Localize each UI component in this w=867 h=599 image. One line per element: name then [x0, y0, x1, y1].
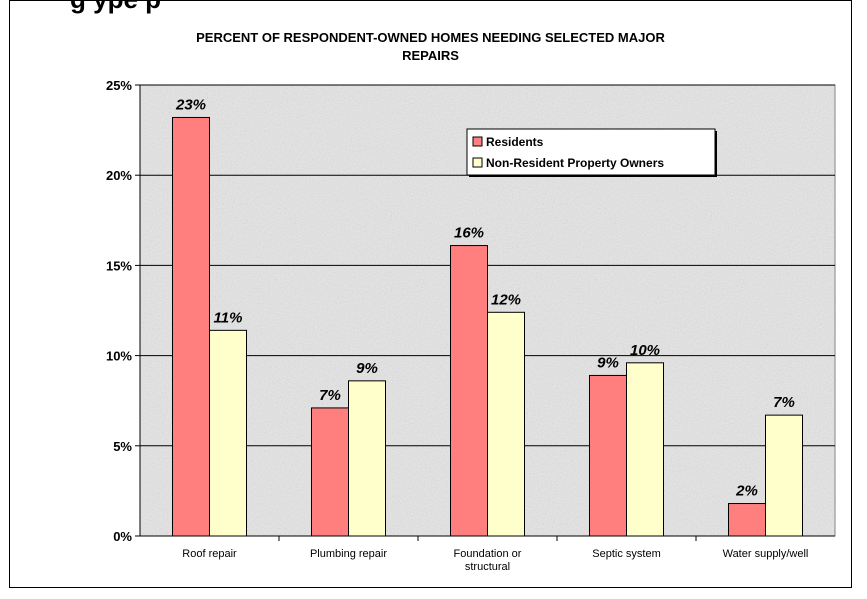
x-tick-label: Water supply/well [723, 548, 809, 560]
chart-frame: g ype p PERCENT OF RESPONDENT-OWNED HOME… [9, 0, 852, 588]
bar-non-residents [765, 414, 803, 537]
x-tick-label: Plumbing repair [310, 548, 387, 560]
bar-chart: 0% 5% 10% 15% 20% 25% 23% 11% Roof repair 7% 9% Plu… [106, 78, 836, 573]
bar-residents [728, 503, 766, 537]
page-heading-partial: g ype p [70, 1, 161, 15]
bar-residents [311, 407, 349, 537]
y-tick-label: 15% [106, 258, 132, 273]
chart-title-line-2: REPAIRS [402, 48, 459, 63]
y-tick-label: 10% [106, 349, 132, 364]
y-tick-label: 20% [106, 168, 132, 183]
data-label: 12% [491, 291, 521, 308]
data-label: 7% [773, 394, 795, 411]
x-tick-label: Septic system [592, 548, 660, 560]
bar-non-residents [487, 311, 525, 537]
x-tick-label: Roof repair [182, 548, 237, 560]
x-tick-label: structural [465, 561, 510, 573]
bar-residents [450, 245, 488, 537]
y-tick-label: 5% [113, 439, 132, 454]
data-label: 10% [630, 342, 660, 359]
bar-non-residents [626, 362, 664, 537]
bar-residents [589, 374, 627, 537]
legend-swatch [472, 136, 483, 147]
x-tick-label: Foundation or [454, 548, 522, 560]
bar-residents [172, 116, 210, 537]
chart-title: PERCENT OF RESPONDENT-OWNED HOMES NEEDIN… [10, 29, 851, 65]
legend-label: Non-Resident Property Owners [486, 156, 664, 170]
chart-title-line-1: PERCENT OF RESPONDENT-OWNED HOMES NEEDIN… [196, 30, 665, 45]
y-tick-label: 0% [113, 529, 132, 544]
data-label: 9% [597, 354, 619, 371]
data-label: 2% [735, 483, 758, 500]
data-label: 11% [214, 309, 243, 326]
data-label: 23% [175, 96, 206, 113]
data-label: 16% [454, 225, 484, 242]
bar-non-residents [209, 329, 247, 537]
data-label: 9% [356, 360, 378, 377]
bar-non-residents [348, 380, 386, 537]
legend [466, 128, 716, 176]
y-tick-label: 25% [106, 78, 132, 93]
legend-label: Residents [486, 135, 544, 149]
legend-swatch [472, 157, 483, 168]
data-label: 7% [319, 387, 341, 404]
